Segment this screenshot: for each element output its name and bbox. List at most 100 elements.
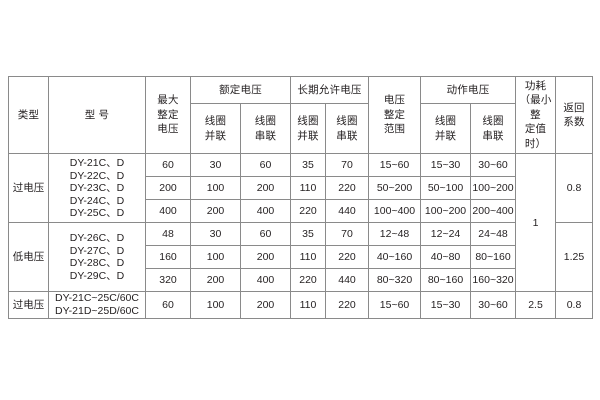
cell-rated-coil-series: 400: [240, 268, 291, 293]
model-line: DY-21D~25D/60C: [55, 305, 139, 318]
header-long-coil-parallel: 线圈 并联: [290, 103, 326, 155]
header-long-coil-series-line1: 线圈: [336, 115, 358, 128]
header-model: 型 号: [48, 75, 146, 155]
header-voltage-setting-range: 电压 整定 范围: [368, 75, 422, 155]
cell-model: DY-26C、D DY-27C、D DY-28C、D DY-29C、D: [48, 222, 146, 293]
cell-power-consumption: 2.5: [515, 291, 557, 319]
cell-action-coil-parallel: 12~24: [420, 222, 472, 247]
header-rated-coil-parallel-line1: 线圈: [204, 115, 227, 128]
cell-rated-coil-parallel: 100: [190, 245, 241, 270]
header-row-sub: 线圈 并联 线圈 串联 线圈 并联: [9, 103, 593, 155]
cell-action-coil-series: 200~400: [470, 199, 517, 224]
cell-voltage-setting-range: 15~60: [368, 153, 422, 178]
cell-long-coil-parallel: 110: [290, 245, 326, 270]
cell-voltage-setting-range: 15~60: [368, 291, 422, 319]
model-line: DY-24C、D: [69, 194, 125, 207]
cell-long-coil-parallel: 35: [290, 222, 326, 247]
cell-action-coil-series: 30~60: [470, 291, 517, 319]
table-header: 类型 型 号 最大 整定 电压 额定电压 长期允许电压: [8, 75, 594, 155]
cell-max-setting-voltage: 60: [145, 153, 191, 178]
cell-max-setting-voltage: 60: [145, 291, 191, 319]
table-row: 400 200 400 220 440 100~400 100~200 200~400: [9, 199, 593, 224]
cell-action-coil-parallel: 15~30: [420, 291, 472, 319]
cell-model: DY-21C、D DY-22C、D DY-23C、D DY-24C、D DY-25C、D: [48, 153, 146, 224]
model-line: DY-28C、D: [69, 257, 125, 270]
table-row: 320 200 400 220 440 80~320 80~160 160~320: [9, 268, 593, 293]
cell-rated-coil-parallel: 30: [190, 222, 241, 247]
header-rated-coil-series-line2: 串联: [254, 129, 277, 142]
model-line: DY-23C、D: [69, 182, 125, 195]
header-voltage-setting-range-line1: 电压: [383, 94, 406, 107]
cell-rated-coil-series: 200: [240, 291, 291, 319]
cell-rated-coil-series: 60: [240, 222, 291, 247]
model-line: DY-21C、D: [69, 156, 125, 169]
cell-action-coil-parallel: 100~200: [420, 199, 472, 224]
cell-rated-coil-parallel: 100: [190, 291, 241, 319]
header-max-setting-voltage-line2: 整定: [157, 108, 179, 121]
table-row: 低电压 DY-26C、D DY-27C、D DY-28C、D DY-29C、D 48 30 6…: [8, 222, 594, 293]
cell-type: 过电压: [8, 291, 49, 319]
relay-specification-table: 类型 型 号 最大 整定 电压 额定电压 长期允许电压: [8, 75, 594, 319]
header-action-coil-parallel-line2: 并联: [434, 129, 457, 142]
header-power-consumption: 功耗 （最小整 定值时）: [515, 75, 557, 155]
cell-rated-coil-series: 400: [240, 199, 291, 224]
cell-max-setting-voltage: 320: [145, 268, 191, 293]
cell-rated-coil-series: 200: [240, 245, 291, 270]
header-rated-voltage-group: 额定电压: [190, 75, 291, 105]
cell-action-coil-series: 160~320: [470, 268, 517, 293]
cell-long-coil-series: 70: [324, 153, 370, 178]
table-row: 过电压 DY-21C、D DY-22C、D DY-23C、D DY-24C、D DY-25…: [8, 153, 594, 293]
header-rated-coil-parallel-line2: 并联: [204, 129, 227, 142]
header-rated-coil-parallel: 线圈 并联: [190, 103, 241, 155]
model-line: DY-25C、D: [69, 207, 125, 220]
table-body: 过电压 DY-21C、D DY-22C、D DY-23C、D DY-24C、D DY-25…: [8, 153, 594, 319]
cell-voltage-setting-range: 100~400: [368, 199, 422, 224]
header-long-term-voltage-group: 长期允许电压: [289, 75, 370, 105]
header-voltage-setting-range-line3: 范围: [383, 123, 406, 136]
cell-long-coil-series: 220: [324, 291, 370, 319]
model-line: DY-29C、D: [69, 270, 125, 283]
cell-long-coil-series: 220: [324, 245, 370, 270]
table-row: 过电压 DY-21C~25C/60C DY-21D~25D/60C 60 100 200 1…: [8, 291, 594, 319]
cell-long-coil-series: 70: [324, 222, 370, 247]
cell-max-setting-voltage: 200: [145, 176, 191, 201]
header-power-consumption-line1: 功耗: [524, 80, 547, 92]
cell-rated-coil-parallel: 200: [190, 199, 241, 224]
header-row-group: 类型 型 号 最大 整定 电压 额定电压 长期允许电压: [8, 75, 594, 155]
model-line: DY-27C、D: [69, 244, 125, 257]
cell-action-coil-parallel: 40~80: [420, 245, 472, 270]
header-long-coil-parallel-line1: 线圈: [297, 115, 319, 128]
cell-long-coil-series: 440: [324, 199, 370, 224]
cell-long-coil-parallel: 110: [290, 176, 326, 201]
cell-long-coil-series: 220: [324, 176, 370, 201]
cell-return-coefficient: 1.25: [555, 222, 594, 293]
model-line: DY-21C~25C/60C: [55, 292, 139, 305]
cell-voltage-setting-range: 50~200: [368, 176, 422, 201]
cell-action-coil-series: 24~48: [470, 222, 517, 247]
cell-long-coil-parallel: 220: [290, 268, 326, 293]
header-rated-coil-series-line1: 线圈: [254, 115, 277, 128]
header-action-coil-parallel: 线圈 并联: [420, 103, 472, 155]
header-return-coefficient-line1: 返回: [563, 101, 585, 114]
header-power-consumption-line3: 定值时）: [524, 123, 547, 150]
header-power-consumption-line2: （最小整: [519, 94, 552, 121]
cell-return-coefficient: 0.8: [555, 291, 594, 319]
header-type: 类型: [8, 75, 49, 155]
header-type-label: 类型: [17, 108, 40, 121]
model-line: DY-26C、D: [69, 232, 125, 245]
cell-power-consumption: 1: [515, 153, 557, 293]
model-line: DY-22C、D: [69, 169, 125, 182]
cell-type: 低电压: [8, 222, 49, 293]
header-max-setting-voltage-line1: 最大: [157, 94, 179, 107]
table-row: 200 100 200 110 220 50~200 50~100 100~200: [9, 176, 593, 201]
cell-rated-coil-series: 60: [240, 153, 291, 178]
cell-max-setting-voltage: 160: [145, 245, 191, 270]
header-rated-coil-series: 线圈 串联: [240, 103, 291, 155]
cell-action-coil-series: 30~60: [470, 153, 517, 178]
header-long-coil-series-line2: 串联: [336, 129, 358, 142]
header-action-coil-series-line2: 串联: [482, 129, 504, 142]
cell-max-setting-voltage: 48: [145, 222, 191, 247]
cell-long-coil-series: 440: [324, 268, 370, 293]
cell-long-coil-parallel: 35: [290, 153, 326, 178]
